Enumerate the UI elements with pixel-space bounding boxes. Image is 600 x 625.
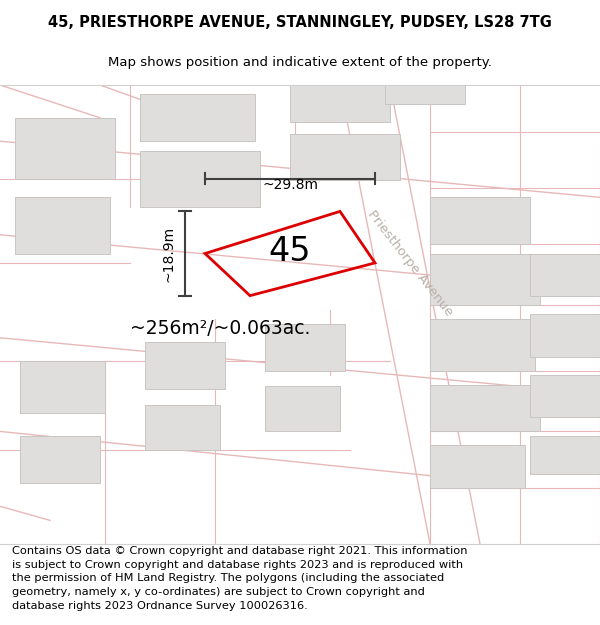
Bar	[15, 198, 110, 254]
Bar	[430, 384, 540, 431]
Bar	[15, 118, 115, 179]
Bar	[530, 254, 600, 296]
Bar	[290, 81, 390, 122]
Bar	[20, 361, 105, 413]
Text: Priesthorpe Avenue: Priesthorpe Avenue	[365, 208, 455, 318]
Text: ~256m²/~0.063ac.: ~256m²/~0.063ac.	[130, 319, 310, 338]
Text: ~18.9m: ~18.9m	[161, 226, 175, 282]
Bar	[145, 342, 225, 389]
Bar	[385, 71, 465, 104]
Text: ~29.8m: ~29.8m	[262, 177, 318, 192]
Bar	[530, 375, 600, 418]
Bar	[430, 319, 535, 371]
Text: Map shows position and indicative extent of the property.: Map shows position and indicative extent…	[108, 56, 492, 69]
Bar	[530, 436, 600, 474]
Bar	[140, 94, 255, 141]
Bar	[140, 151, 260, 207]
Bar	[430, 446, 525, 488]
Bar	[430, 198, 530, 244]
Text: 45, PRIESTHORPE AVENUE, STANNINGLEY, PUDSEY, LS28 7TG: 45, PRIESTHORPE AVENUE, STANNINGLEY, PUD…	[48, 16, 552, 31]
Text: Contains OS data © Crown copyright and database right 2021. This information
is : Contains OS data © Crown copyright and d…	[12, 546, 467, 611]
Bar	[430, 254, 540, 305]
Bar	[530, 314, 600, 356]
Bar	[290, 134, 400, 181]
Bar	[265, 386, 340, 431]
Bar	[265, 324, 345, 371]
Bar	[145, 405, 220, 450]
Bar	[20, 436, 100, 483]
Text: 45: 45	[269, 235, 311, 268]
